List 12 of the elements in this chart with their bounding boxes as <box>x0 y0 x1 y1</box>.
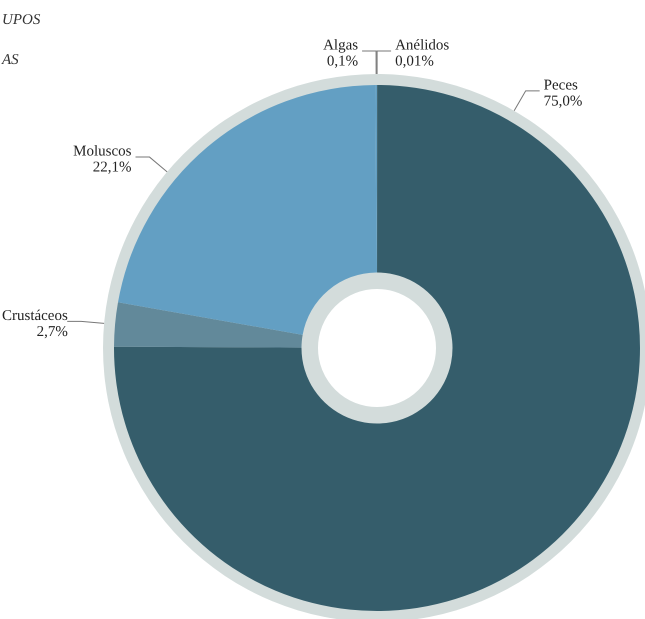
data-label: 0,1% <box>326 53 358 70</box>
text: UPOS <box>2 12 40 29</box>
slice-label: Algas <box>323 37 358 54</box>
data-label: 2,7% <box>36 324 68 340</box>
text: AS <box>2 52 19 69</box>
slice-label: Moluscos <box>73 144 132 160</box>
slice-label: Anélidos <box>395 37 450 54</box>
slice-label: Peces <box>544 77 578 94</box>
data-label: 22,1% <box>92 160 132 176</box>
data-label: 0,01% <box>395 53 434 70</box>
slice-label: Crustáceos <box>2 308 68 324</box>
data-label: 75,0% <box>544 93 582 110</box>
